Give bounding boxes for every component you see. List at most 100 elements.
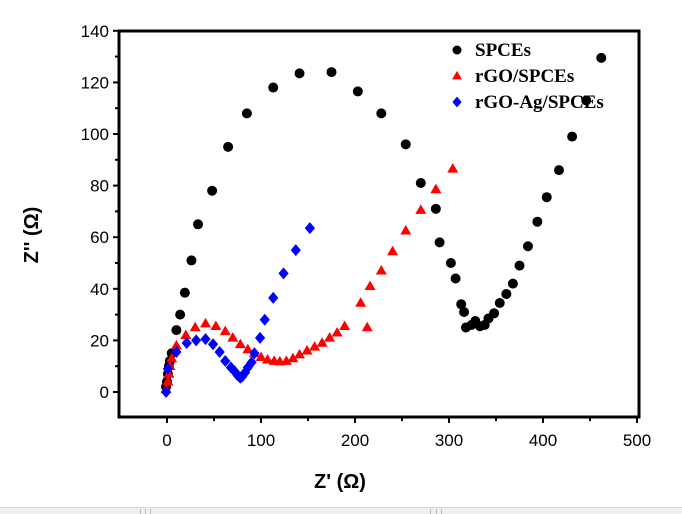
data-point	[181, 336, 192, 349]
data-point	[255, 351, 267, 361]
data-point	[447, 163, 459, 173]
data-point	[553, 165, 564, 176]
data-point	[339, 320, 351, 331]
y-tick-label: 80	[90, 177, 109, 196]
axes-frame	[117, 29, 641, 419]
data-point	[567, 131, 578, 142]
data-point	[375, 265, 387, 275]
data-point	[415, 178, 426, 189]
x-tick-label: 300	[435, 431, 463, 450]
data-point	[331, 326, 343, 337]
data-point	[166, 352, 178, 363]
data-point	[430, 203, 441, 214]
data-point	[207, 185, 218, 196]
data-point	[494, 297, 505, 308]
data-markers	[160, 52, 607, 398]
x-tick-label: 0	[162, 431, 171, 450]
data-point	[596, 52, 607, 63]
data-point	[294, 68, 305, 79]
data-point	[326, 67, 337, 78]
legend-item: rGO/SPCEs	[452, 66, 574, 87]
data-point	[304, 222, 315, 235]
data-point	[241, 108, 252, 119]
legend-item: SPCEs	[452, 40, 531, 61]
legend-marker	[452, 96, 462, 108]
data-point	[170, 339, 182, 350]
legend-label: rGO-Ag/SPCEs	[475, 92, 604, 113]
legend-label: rGO/SPCEs	[475, 66, 574, 87]
data-point	[227, 332, 239, 342]
axes	[117, 29, 641, 419]
data-point	[193, 219, 204, 230]
data-point	[210, 320, 222, 331]
data-point	[214, 346, 225, 359]
scrollbar-mark	[430, 509, 431, 514]
y-tick-label: 120	[81, 73, 109, 92]
data-point	[223, 141, 234, 152]
data-point	[268, 82, 279, 93]
data-point	[507, 278, 518, 289]
data-point	[207, 338, 219, 351]
data-point	[355, 297, 367, 307]
data-point	[262, 354, 274, 364]
data-point	[301, 345, 313, 355]
data-point	[287, 352, 299, 363]
x-tick-label: 200	[341, 431, 369, 450]
data-point	[259, 313, 270, 326]
legend-marker	[452, 70, 462, 80]
series-rgo-ag-spces	[160, 222, 315, 398]
data-point	[352, 86, 363, 97]
data-point	[171, 346, 182, 359]
data-point	[387, 245, 399, 256]
data-point	[254, 331, 266, 344]
y-tick-label: 100	[81, 125, 109, 144]
y-tick-label: 20	[90, 331, 109, 350]
x-tick-label: 100	[247, 431, 275, 450]
series-rgo-spces	[160, 163, 459, 394]
scrollbar-mark	[145, 509, 146, 514]
data-point	[191, 334, 202, 347]
y-tick-label: 60	[90, 228, 109, 247]
scrollbar-mark	[150, 509, 151, 514]
data-point	[242, 343, 254, 354]
legend-item: rGO-Ag/SPCEs	[452, 92, 604, 113]
x-tick-label: 400	[529, 431, 557, 450]
data-point	[268, 291, 279, 304]
scrollbar-mark	[436, 509, 437, 514]
data-point	[430, 183, 442, 194]
data-point	[581, 95, 592, 106]
horizontal-scrollbar[interactable]	[0, 507, 682, 514]
data-point	[186, 255, 197, 266]
ticks: 0 100 200 300 400 500 0 20 40 60 80 100 120 140	[81, 22, 652, 450]
data-point	[522, 241, 533, 252]
legend-label: SPCEs	[475, 40, 531, 61]
data-point	[415, 204, 427, 214]
y-tick-label: 0	[100, 383, 109, 402]
x-tick-label: 500	[623, 431, 651, 450]
data-point	[290, 244, 301, 257]
scrollbar-mark	[140, 509, 141, 514]
data-point	[445, 258, 456, 268]
data-point	[376, 108, 387, 119]
data-point	[459, 307, 470, 318]
data-point	[179, 287, 190, 298]
x-axis-title: Z' (Ω)	[314, 471, 366, 493]
data-point	[364, 280, 376, 291]
data-point	[200, 333, 211, 346]
data-point	[316, 337, 328, 347]
data-point	[434, 237, 445, 248]
data-point	[234, 338, 246, 349]
data-point	[361, 321, 373, 332]
data-point	[309, 341, 321, 351]
data-point	[175, 309, 186, 320]
data-point	[189, 321, 201, 332]
y-tick-label: 40	[90, 280, 109, 299]
scrollbar-mark	[441, 509, 442, 514]
data-point	[171, 325, 182, 336]
data-point	[324, 332, 336, 342]
data-point	[532, 216, 543, 227]
data-point	[400, 139, 411, 150]
data-point	[200, 317, 212, 328]
data-point	[514, 260, 525, 271]
